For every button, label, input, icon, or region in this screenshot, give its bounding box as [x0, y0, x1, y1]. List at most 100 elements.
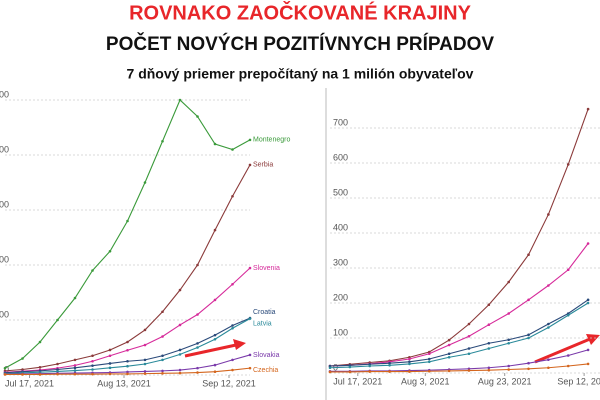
- point: [161, 335, 164, 338]
- point: [126, 364, 129, 368]
- point: [91, 269, 94, 272]
- point: [143, 362, 147, 366]
- point: [527, 253, 530, 256]
- point: [126, 219, 129, 223]
- point: [566, 313, 570, 317]
- y-tick-label: 200: [0, 309, 9, 319]
- point: [527, 361, 530, 365]
- point: [231, 358, 234, 362]
- point: [447, 369, 451, 373]
- point: [427, 360, 431, 364]
- point: [248, 266, 252, 270]
- note: 7 dňový priemer prepočítaný na 1 milión …: [127, 66, 474, 82]
- point: [126, 348, 129, 352]
- point: [586, 107, 590, 111]
- trend-arrow: [184, 339, 246, 358]
- series-line: [330, 363, 589, 373]
- point: [348, 365, 352, 369]
- y-tick-label: 500: [333, 187, 348, 197]
- point: [73, 366, 77, 370]
- point: [213, 228, 217, 232]
- point: [586, 298, 590, 302]
- point: [408, 370, 411, 373]
- point: [231, 324, 234, 327]
- point: [143, 343, 147, 347]
- point: [447, 355, 451, 359]
- y-tick-label: 600: [0, 199, 9, 209]
- point: [527, 367, 530, 371]
- point: [447, 352, 451, 356]
- point: [231, 194, 234, 198]
- point: [73, 372, 77, 376]
- point: [547, 366, 550, 370]
- point: [213, 142, 217, 146]
- y-tick-label: 300: [333, 257, 348, 267]
- point: [487, 347, 491, 350]
- point: [248, 163, 252, 167]
- point: [408, 357, 411, 361]
- point: [56, 372, 59, 376]
- point: [73, 369, 77, 372]
- point: [91, 372, 94, 376]
- point: [38, 366, 42, 369]
- point: [507, 338, 510, 342]
- point: [231, 368, 234, 372]
- point: [161, 354, 164, 358]
- point: [408, 362, 411, 366]
- y-tick-label: 0: [4, 364, 9, 374]
- point: [161, 369, 164, 373]
- point: [196, 115, 199, 118]
- point: [21, 357, 24, 360]
- point: [178, 288, 182, 292]
- series-line: [330, 349, 589, 372]
- y-tick-label: 800: [0, 144, 9, 154]
- point: [38, 373, 42, 376]
- x-tick-label: Jul 17, 2021: [5, 378, 54, 388]
- point: [328, 366, 332, 370]
- point: [196, 263, 199, 267]
- point: [108, 362, 112, 365]
- trend-arrow: [534, 334, 600, 364]
- point: [586, 348, 590, 352]
- point: [566, 364, 570, 368]
- point: [91, 359, 94, 363]
- x-tick-label: Sep 12, 2021: [557, 376, 600, 386]
- point: [108, 249, 112, 253]
- series-label: Serbia: [253, 162, 273, 169]
- y-tick-label: 200: [333, 292, 348, 302]
- point: [487, 368, 491, 372]
- series-label: Slovakia: [253, 352, 280, 359]
- point: [126, 340, 129, 344]
- point: [143, 328, 147, 332]
- point: [56, 368, 59, 371]
- point: [161, 139, 164, 143]
- point: [38, 340, 42, 344]
- point: [427, 369, 431, 373]
- point: [73, 358, 77, 362]
- series-label: Czechia: [253, 367, 278, 374]
- x-tick-label: Sep 12, 2021: [202, 378, 256, 388]
- y-tick-label: 400: [333, 222, 348, 232]
- point: [108, 348, 112, 352]
- point: [487, 366, 491, 370]
- point: [3, 373, 7, 376]
- point: [161, 372, 164, 375]
- series-line: [4, 317, 251, 374]
- point: [487, 303, 491, 307]
- x-tick-label: Jul 17, 2021: [333, 376, 382, 386]
- point: [248, 317, 252, 320]
- point: [368, 364, 372, 368]
- point: [178, 368, 182, 372]
- point: [231, 326, 234, 330]
- point: [467, 352, 471, 356]
- point: [248, 366, 252, 370]
- point: [213, 363, 217, 367]
- series-label: Croatia: [253, 309, 276, 316]
- series-label: Slovenia: [253, 265, 280, 272]
- point: [566, 268, 570, 272]
- point: [196, 371, 199, 374]
- point: [126, 370, 129, 374]
- point: [3, 366, 7, 370]
- point: [566, 354, 570, 357]
- point: [108, 354, 112, 358]
